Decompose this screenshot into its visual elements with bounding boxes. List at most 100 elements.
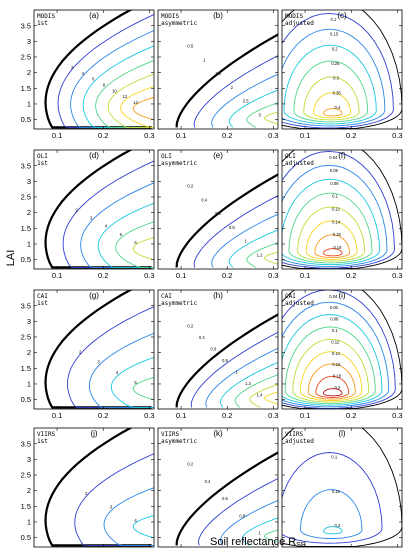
x-axis-label: Soil reflectance RSR [210,536,306,549]
contour-label: 5 [134,380,137,385]
y-tick-label: 0.5 [21,395,31,404]
contour-level-0.2 [175,173,278,268]
contour-label: 0.15 [330,32,339,37]
contour-label: 0.8 [229,225,235,230]
x-tick-label: 0.1 [52,411,62,420]
y-tick-label: 1.5 [21,502,31,511]
y-tick-label: 3 [27,177,31,186]
contour-label: 0.1 [332,328,338,333]
contour-label: 0.12 [332,207,341,212]
contour-level-0.2 [283,44,377,125]
panel-letter: (h) [213,291,223,300]
y-tick-label: 2 [27,486,31,495]
contour-label: 0.2 [334,385,340,390]
panel-sensor-label: OLI [285,153,296,160]
contour-label: 3 [110,504,113,509]
contour-label: 6 [92,77,95,82]
contour-level-14 [132,96,154,121]
contour-level-0.4 [323,108,343,117]
contour-level-0.12 [292,338,370,403]
panel-frame [157,149,279,270]
contour-label: 0.04 [329,155,338,160]
panel-method-label: adjusted [285,300,314,307]
panel-i: 0.020.040.060.080.10.120.140.160.180.20.… [281,282,403,420]
contour-level-0.6 [219,500,278,546]
contour-label: 0.15 [332,489,341,494]
y-tick-label: 3 [27,455,31,464]
panel-method-label: 1st [37,160,48,167]
contour-level-0.3 [303,76,360,121]
y-tick-label: 2.5 [21,471,31,480]
contour-level-0.02 [282,290,402,409]
contour-label: 1 [61,339,64,344]
contour-level-5 [132,376,154,401]
x-tick-label: 0.2 [346,411,356,420]
contour-label: 0.2 [334,523,340,528]
y-tick-label: 2 [27,208,31,217]
panel-method-label: 1st [37,300,48,307]
contour-label: 2 [79,349,82,354]
contour-label: 1 [61,477,64,482]
y-tick-label: 2.5 [21,53,31,62]
contour-label: 0.02 [329,282,338,287]
panel-letter: (b) [213,11,223,20]
panel-letter: (c) [337,11,347,20]
contour-level-10 [107,73,154,128]
x-tick-label: 0.1 [176,271,186,280]
contour-lines: 0.2 0.4 0.6 0.8 1 [175,451,278,546]
x-tick-label: 0.1 [300,271,310,280]
contour-level-1 [234,374,278,408]
contour-level-0.18 [323,248,343,257]
contour-label: 0.2 [187,184,193,189]
x-tick-label: 0.3 [144,271,154,280]
contour-level-0.35 [313,92,352,119]
contour-label: 1.4 [257,393,263,398]
contour-label: 8 [103,83,106,88]
contour-lines: 1 2 3 4 5 6 [44,150,154,269]
panel-sensor-label: CAI [161,293,172,300]
contour-level-0.1 [284,326,376,405]
x-axis-label-main: Soil reflectance R [210,536,296,548]
contour-label: 0.1 [330,17,336,22]
panel-sensor-label: OLI [161,153,172,160]
contour-label: 3 [258,113,261,118]
contour-level-4 [110,356,154,408]
contour-label: 6 [134,240,137,245]
contour-label: 0.06 [330,168,339,173]
x-tick-label: 0.2 [222,271,232,280]
y-tick-label: 2 [27,68,31,77]
contour-level-1.5 [211,73,278,128]
contour-label: 0.2 [187,324,193,329]
panel-frame [281,149,403,270]
contour-level-0.6 [205,347,278,408]
panel-method-label: adjusted [285,160,314,167]
contour-label: 1 [203,57,206,62]
panel-sensor-label: CAI [285,293,296,300]
y-tick-label: 3 [27,37,31,46]
y-tick-label: 1 [27,380,31,389]
contour-level-4 [132,514,154,539]
y-tick-label: 1.5 [21,224,31,233]
panel-frame [33,289,155,410]
contour-label: 0.4 [334,105,340,110]
contour-level-0.08 [282,314,383,406]
contour-label: 0.05 [329,2,338,7]
contour-level-0.8 [219,362,278,408]
y-tick-label: 1 [27,518,31,527]
x-tick-label: 0.3 [392,271,402,280]
panel-frame [281,427,403,548]
contour-label: 0.2 [332,46,338,51]
panel-frame [157,427,279,548]
contour-level-0.4 [197,478,278,546]
contour-lines: 0.2 0.4 0.6 0.8 1 1.2 [175,173,278,268]
panel-letter: (k) [213,429,223,438]
contour-label: 0.18 [333,374,342,379]
contour-level-0.2 [323,388,343,397]
contour-level-0.16 [314,234,350,259]
contour-label: 0.6 [222,496,228,501]
contour-level-0.08 [282,178,380,266]
contour-level-0.05 [282,428,402,547]
contour-label: 1 [258,531,261,536]
